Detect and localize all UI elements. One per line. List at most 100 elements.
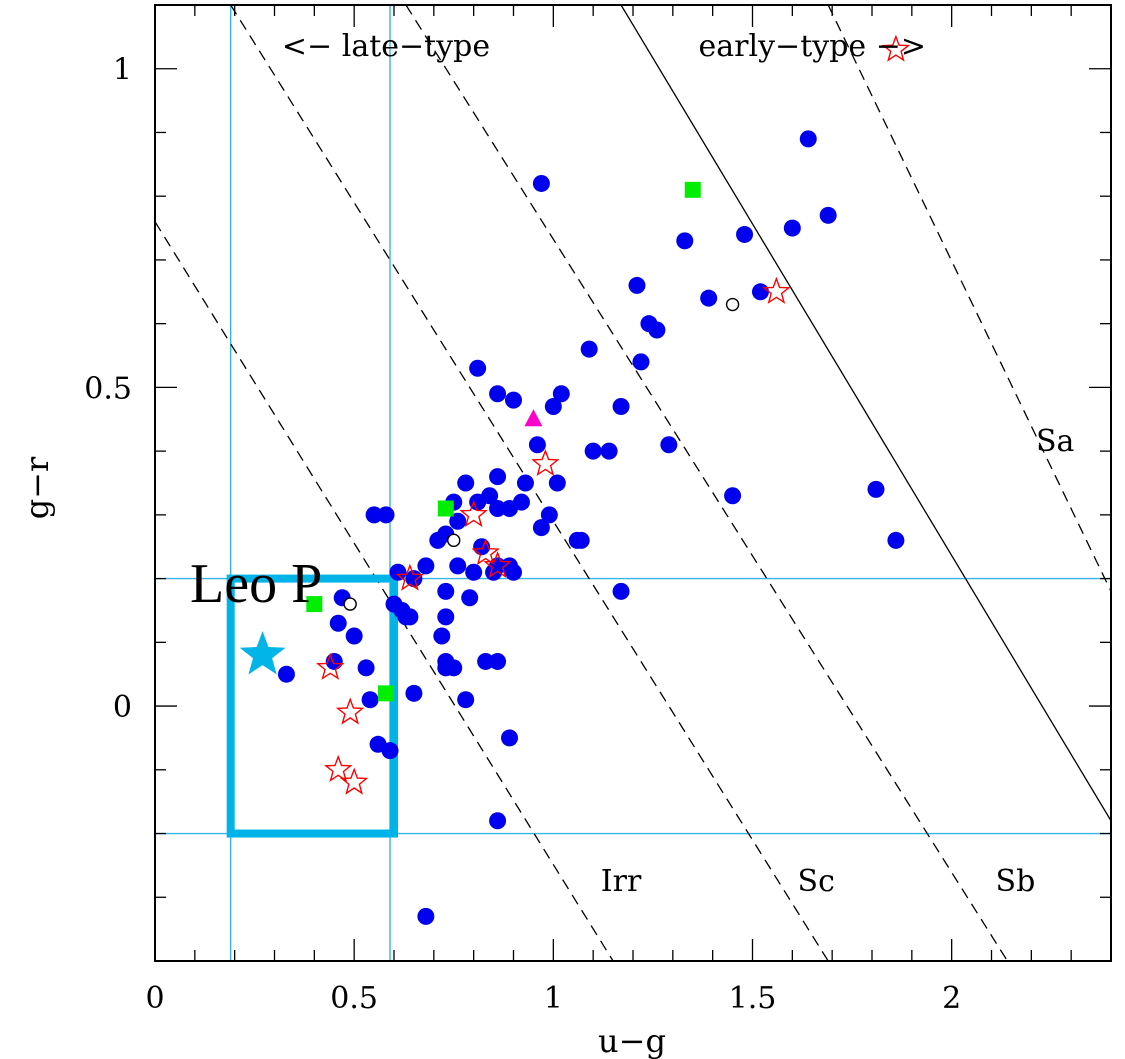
star-point — [531, 448, 560, 477]
data-point — [417, 907, 435, 925]
data-point — [867, 480, 885, 498]
star-point — [459, 499, 488, 528]
data-point — [365, 506, 383, 524]
data-point — [612, 398, 630, 416]
data-point — [628, 276, 646, 294]
data-point — [405, 684, 423, 702]
reference-lines-layer — [155, 5, 1111, 961]
star-point — [324, 754, 353, 782]
annotation-label: Irr — [601, 864, 642, 899]
data-point — [377, 506, 395, 524]
data-point — [489, 385, 507, 403]
data-point — [361, 691, 379, 709]
data-point — [489, 499, 507, 517]
data-point — [417, 557, 435, 575]
data-point — [648, 321, 666, 339]
data-point — [736, 225, 754, 243]
y-tick-label: 0.5 — [84, 371, 132, 406]
data-point — [512, 493, 530, 511]
data-point — [580, 340, 598, 358]
data-point — [381, 742, 399, 760]
open-circle-point — [725, 297, 740, 312]
text-layer: u−g g−r Leo P 0 0.5 1 1.5 2 0 0.5 1 Irr Sc Sb Sa <− … — [18, 29, 1075, 1059]
triangle-point — [524, 409, 543, 427]
data-point — [799, 130, 817, 148]
data-point — [600, 442, 618, 460]
data-point — [700, 289, 718, 307]
y-tick-label: 0 — [113, 690, 132, 725]
diagonal-line-sa — [827, 5, 1111, 592]
square-point — [306, 596, 323, 613]
data-point — [469, 359, 487, 377]
data-point — [429, 531, 447, 549]
data-point — [477, 652, 495, 670]
data-point — [457, 691, 475, 709]
star-point — [881, 34, 911, 62]
annotation-label: Sa — [1036, 424, 1075, 459]
diagonal-line-solid — [620, 5, 1111, 822]
leo-p-label: Leo P — [190, 553, 322, 615]
data-point — [532, 174, 550, 192]
data-point — [501, 729, 519, 747]
x-tick-label: 0 — [145, 981, 164, 1016]
y-axis-label: g−r — [18, 456, 56, 519]
data-point — [449, 557, 467, 575]
x-tick-label: 2 — [942, 981, 961, 1016]
data-point — [505, 563, 522, 581]
data-point — [612, 582, 630, 600]
star-point — [316, 652, 345, 680]
data-point — [572, 531, 590, 549]
plot-frame — [154, 4, 1112, 962]
star-point — [335, 697, 365, 725]
data-point — [660, 436, 678, 454]
plot-frame-layer — [154, 4, 1112, 962]
data-point — [887, 531, 905, 549]
data-point — [489, 812, 507, 830]
data-point — [548, 474, 566, 492]
square-point — [378, 685, 395, 702]
leo-p-box-layer — [226, 574, 398, 838]
star-point — [471, 538, 500, 566]
data-point — [516, 474, 534, 492]
leo-p-box — [226, 574, 398, 838]
data-point — [437, 608, 455, 626]
star-point — [483, 550, 512, 579]
data-point — [457, 474, 475, 492]
data-point — [505, 391, 522, 409]
x-tick-label: 1.5 — [729, 981, 777, 1016]
data-point — [528, 436, 546, 454]
annotation-label: Sb — [996, 864, 1036, 899]
data-point — [676, 232, 694, 250]
data-point — [437, 652, 455, 670]
data-point — [345, 627, 363, 645]
data-point — [783, 219, 801, 237]
data-point — [540, 506, 558, 524]
data-point — [461, 589, 479, 607]
diagonal-line-sb — [405, 5, 1008, 961]
open-circle-point — [343, 597, 357, 611]
data-point — [469, 493, 487, 511]
data-point — [437, 582, 455, 600]
data-point — [465, 563, 483, 581]
data-point — [584, 442, 602, 460]
annotation-label: <− late−type — [282, 29, 490, 64]
data-point — [751, 283, 769, 301]
data-points-layer — [239, 34, 911, 925]
open-circle-point — [447, 533, 461, 548]
data-point — [389, 563, 407, 581]
diagonal-lines-layer — [155, 5, 1111, 961]
leo-p-star-marker — [239, 631, 286, 675]
data-point — [489, 468, 507, 486]
data-point — [532, 519, 550, 537]
data-point — [724, 487, 742, 505]
data-point — [449, 512, 467, 530]
data-point — [277, 665, 295, 683]
square-point — [437, 500, 454, 517]
diagonal-line-irr — [155, 221, 614, 961]
x-tick-label: 1 — [544, 981, 563, 1016]
data-point — [632, 353, 650, 371]
data-point — [357, 659, 375, 677]
star-point — [395, 563, 425, 591]
annotation-label: Sc — [798, 864, 835, 899]
